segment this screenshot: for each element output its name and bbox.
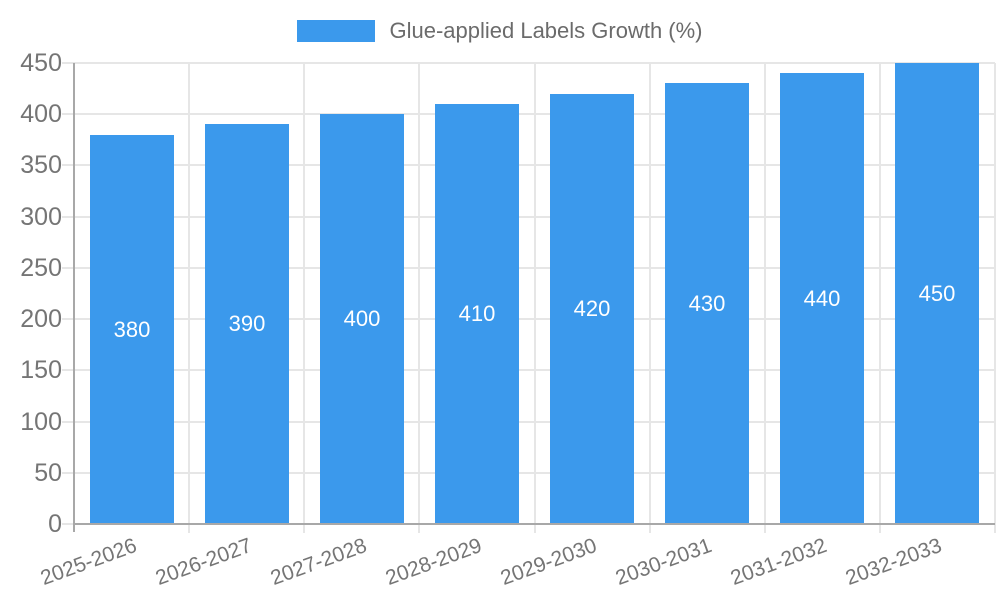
gridline [62,62,995,64]
gridline [994,63,996,533]
gridline [764,63,766,533]
y-axis-tick-label: 150 [20,356,62,384]
legend-label[interactable]: Glue-applied Labels Growth (%) [389,18,703,43]
bar-value-label: 400 [343,306,381,331]
gridline [62,267,995,269]
gridline [62,113,995,115]
y-axis-tick-label: 50 [34,459,62,487]
bar[interactable]: 380 [90,135,174,524]
x-axis-tick-label: 2026-2027 [152,534,255,590]
bar[interactable]: 400 [320,114,404,524]
x-axis-tick-label: 2030-2031 [612,534,715,590]
gridline [534,63,536,533]
gridline [303,63,305,533]
y-axis-tick-label: 100 [20,408,62,436]
y-axis-tick-label: 250 [20,254,62,282]
y-axis-tick [62,523,74,525]
x-axis-tick-label: 2032-2033 [842,534,945,590]
bar-value-label: 430 [688,290,726,316]
y-axis-tick-label: 450 [20,49,62,77]
plot-area: 380 390 400 410 420 430 440 450 [62,62,996,533]
bar-value-label: 420 [573,296,611,321]
bar-value-label: 410 [458,301,496,326]
gridline [188,63,190,533]
gridline [62,164,995,166]
bar-value-label: 440 [803,285,841,311]
gridline [62,216,995,218]
bar[interactable]: 430 [665,83,749,524]
y-axis-tick-label: 200 [20,305,62,333]
y-axis-tick-label: 350 [20,151,62,179]
gridline [649,63,651,533]
gridline [62,369,995,371]
gridline [62,472,995,474]
legend-swatch[interactable] [297,20,376,42]
legend[interactable]: Glue-applied Labels Growth (%) [0,16,1000,46]
bar[interactable]: 440 [780,73,864,524]
bar[interactable]: 390 [205,124,289,524]
gridline [418,63,420,533]
x-axis-tick-label: 2027-2028 [267,534,370,590]
bar[interactable]: 410 [435,104,519,524]
bar-value-label: 450 [918,280,956,306]
x-axis-tick-label: 2025-2026 [37,534,140,590]
bar[interactable]: 450 [895,63,979,524]
x-axis-tick-label: 2031-2032 [727,534,830,590]
y-axis-tick-label: 0 [48,510,62,538]
x-axis-line [73,523,995,525]
bar[interactable]: 420 [550,94,634,524]
x-axis-tick-label: 2028-2029 [382,534,485,590]
gridline [62,318,995,320]
y-axis-tick-label: 300 [20,203,62,231]
y-axis-tick-label: 400 [20,100,62,128]
bar-value-label: 380 [113,316,151,342]
x-axis-tick-label: 2029-2030 [497,534,600,590]
gridline [879,63,881,533]
gridline [62,421,995,423]
bar-value-label: 390 [228,311,266,336]
y-axis-line [73,63,75,532]
